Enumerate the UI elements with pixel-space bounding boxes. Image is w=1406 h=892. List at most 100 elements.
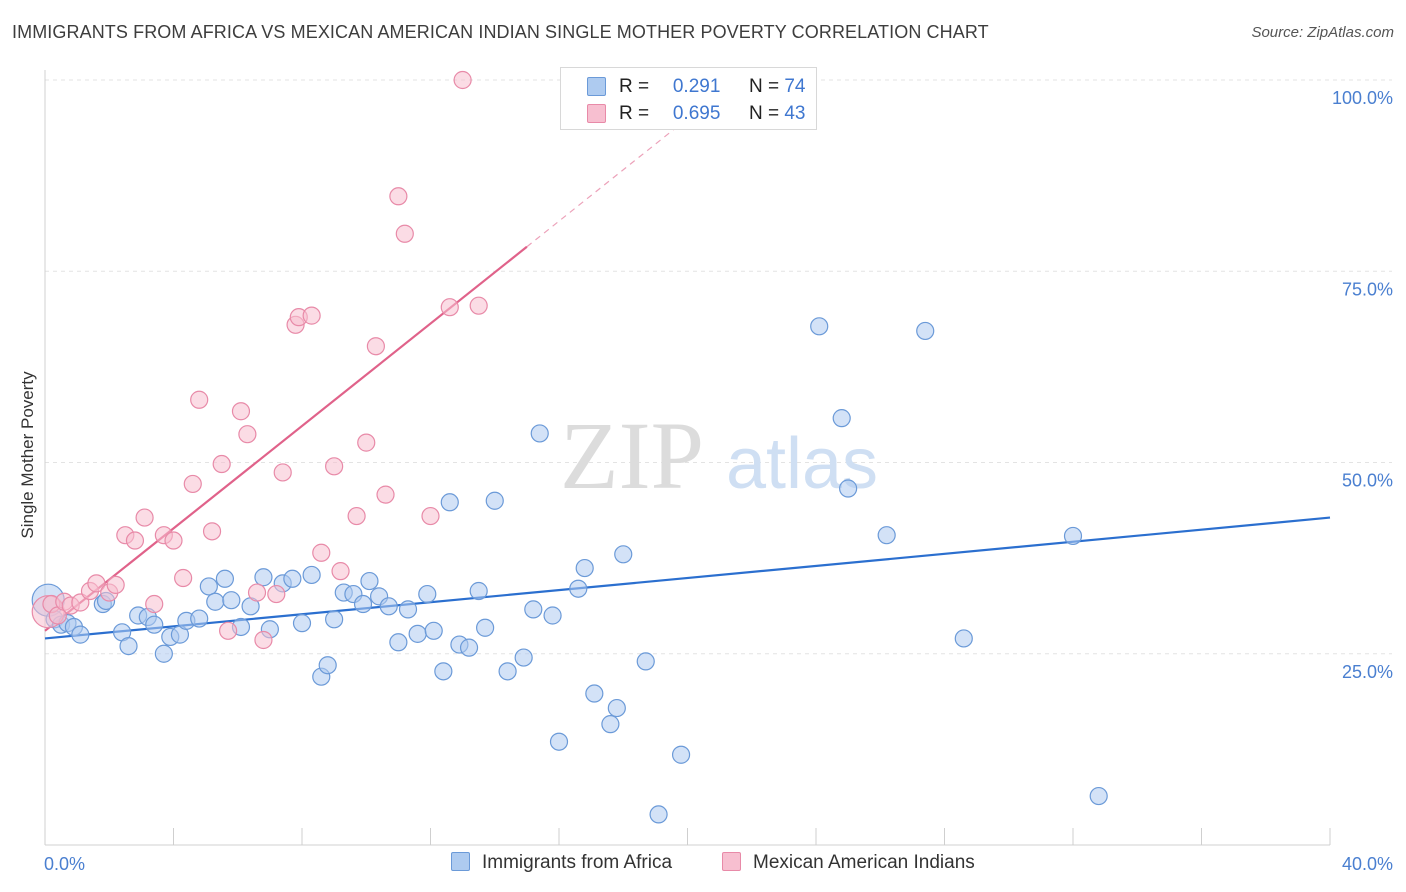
y-tick-label: 75.0% [1342,279,1393,299]
point-africa [145,615,164,634]
point-mexican [267,584,286,604]
chart-title: IMMIGRANTS FROM AFRICA VS MEXICAN AMERIC… [12,22,989,42]
point-africa [119,636,138,656]
point-africa [916,321,935,341]
legend-text-africa: R = 0.291 N = 74 [619,76,805,98]
point-africa [1063,526,1083,546]
point-africa [810,317,829,336]
point-africa [206,592,225,611]
point-mexican [135,508,154,527]
r-label: R = [619,76,650,97]
gridlines [45,79,1392,655]
point-africa [440,493,459,512]
point-africa [1089,786,1108,806]
series-name-africa: Immigrants from Africa [482,852,673,873]
point-mexican [366,337,385,356]
point-africa [543,606,562,625]
point-africa [514,648,533,667]
trendline-africa [44,516,1331,640]
n-value-mexican: 43 [784,103,806,124]
r-label: R = [619,103,650,124]
point-africa [325,610,344,629]
data-points [31,70,1108,824]
tick-labels: 25.0% 50.0% 75.0% 100.0% 0.0% 40.0% [44,88,1393,874]
point-mexican [376,485,395,504]
point-mexican [325,457,344,476]
point-africa [671,745,691,764]
point-africa [215,569,234,588]
watermark-zip: ZIP [560,402,704,509]
point-africa [360,571,379,591]
point-mexican [440,298,459,317]
point-mexican [302,306,321,325]
point-africa [389,633,408,652]
point-africa [283,569,302,588]
n-value-africa: 74 [784,76,806,97]
legend-text-mexican: R = 0.695 N = 43 [619,103,805,125]
point-mexican [125,531,145,550]
point-mexican [202,522,222,541]
legend-swatch-blue [587,77,606,96]
point-africa [302,565,321,585]
point-africa [485,491,504,510]
point-mexican [219,621,238,640]
point-africa [575,558,594,578]
point-africa [498,662,517,681]
point-mexican [190,390,209,409]
point-africa [585,684,604,703]
point-africa [292,614,312,633]
point-africa [636,652,655,671]
point-mexican [469,296,488,315]
point-africa [154,644,173,663]
point-mexican [164,531,183,550]
point-mexican [331,562,350,581]
point-africa [832,409,851,428]
point-africa [954,629,973,648]
y-tick-label: 100.0% [1332,88,1393,108]
point-mexican [254,630,273,650]
point-mexican [231,402,251,421]
series-legend-africa: Immigrants from Africa [451,852,672,874]
point-africa [418,584,437,604]
point-africa [408,624,427,643]
r-value-africa: 0.291 [672,76,721,97]
point-mexican [238,425,257,444]
point-africa [434,662,453,681]
legend-swatch-pink [722,852,741,871]
point-africa [601,715,620,734]
legend-swatch-pink [587,104,606,123]
x-tick-label: 40.0% [1342,854,1393,874]
y-tick-label: 50.0% [1342,471,1393,491]
legend-swatch-blue [451,852,470,871]
point-africa [614,545,633,564]
axes [44,70,1331,846]
point-africa [469,581,488,601]
point-africa [459,638,479,657]
point-mexican [87,574,106,593]
trendlines [44,79,1331,640]
series-legend-mexican: Mexican American Indians [722,852,975,874]
point-africa [222,591,241,610]
point-mexican [273,463,292,482]
point-mexican [183,474,202,494]
point-mexican [347,506,366,526]
point-africa [424,621,443,640]
point-africa [398,600,418,619]
point-africa [353,594,373,614]
watermark: ZIP atlas [560,402,878,509]
point-africa [71,625,90,644]
point-mexican [395,224,414,243]
point-africa [524,600,543,619]
point-africa [839,479,858,498]
n-label: N = [748,76,780,97]
point-africa [476,618,495,637]
point-africa [569,579,588,598]
r-value-mexican: 0.695 [672,103,721,124]
point-africa [190,609,209,628]
point-mexican [212,454,231,474]
point-africa [549,732,569,751]
point-africa [530,424,549,443]
y-tick-label: 25.0% [1342,662,1393,682]
point-africa [254,568,273,587]
